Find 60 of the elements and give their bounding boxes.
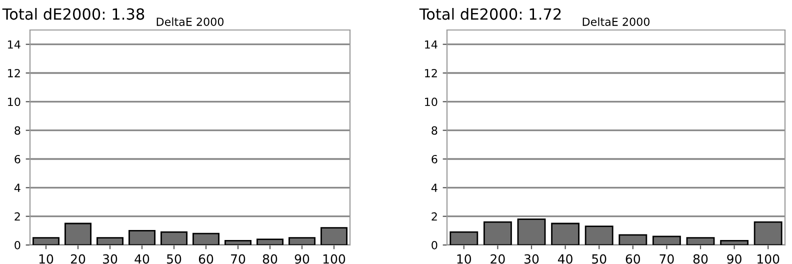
x-tick-label: 40 [134,254,150,264]
chart-subtitle: DeltaE 2000 [582,17,650,26]
x-tick-label: 90 [727,254,742,264]
bar [288,237,316,245]
bar [686,237,715,245]
bar [450,231,478,245]
x-tick-label: 80 [262,254,278,264]
bar [224,240,252,245]
y-tick-label: 2 [14,212,20,221]
y-tick-label: 2 [432,212,437,221]
y-tick-label: 12 [8,68,20,78]
y-tick-label: 0 [432,240,438,250]
x-tick-label: 20 [490,254,505,264]
bar [584,226,614,245]
bar [192,232,220,245]
bar [551,222,580,245]
x-tick-label: 50 [592,254,606,264]
bar [96,237,124,245]
y-tick-label: 8 [14,126,20,135]
bar [128,230,156,245]
y-tick-label: 4 [431,184,438,192]
bar [32,237,60,245]
x-tick-label: 30 [524,254,539,264]
bar [720,240,749,245]
y-tick-label: 14 [8,40,20,49]
y-tick-label: 4 [14,184,20,192]
bar [517,218,546,245]
bar [160,231,188,245]
chart-title: Total dE2000: 1.38 [2,8,144,20]
chart-subtitle: DeltaE 2000 [156,17,224,26]
chart-title: Total dE2000: 1.72 [419,8,561,20]
x-tick-label: 70 [231,254,246,264]
y-tick-label: 6 [432,154,438,164]
x-tick-label: 100 [758,254,780,264]
x-tick-label: 50 [167,254,182,264]
bar [483,221,512,245]
y-tick-label: 10 [425,98,438,106]
y-tick-label: 12 [425,68,437,78]
bar [652,236,681,245]
bar [256,238,284,245]
y-tick-label: 0 [14,240,20,250]
x-tick-label: 40 [558,254,572,264]
x-tick-label: 10 [39,254,54,264]
x-tick-label: 60 [626,254,640,264]
x-tick-label: 100 [323,254,346,264]
y-tick-label: 14 [425,40,438,49]
y-tick-label: 8 [432,126,438,135]
y-tick-label: 10 [8,98,20,106]
y-tick-label: 6 [14,154,20,164]
x-tick-label: 70 [660,254,674,264]
bar [754,221,782,245]
x-tick-label: 20 [70,254,86,264]
bar [618,234,648,245]
bar [320,227,348,245]
x-tick-label: 30 [103,254,118,264]
x-tick-label: 60 [198,254,214,264]
x-tick-label: 80 [693,254,708,264]
bar [64,222,92,245]
x-tick-label: 10 [457,254,472,264]
x-tick-label: 90 [294,254,310,264]
